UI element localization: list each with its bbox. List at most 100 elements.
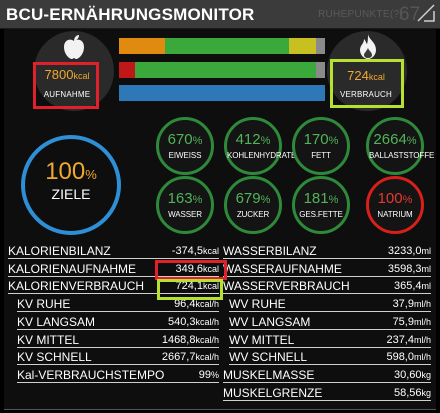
left_stats-label: KALORIENVERBRAUCH — [8, 279, 145, 293]
right_stats-label: MUSKELMASSE — [223, 368, 315, 382]
left_stats-label: KALORIENBILANZ — [8, 244, 111, 258]
nutrient-label: ZUCKER — [236, 210, 270, 219]
left_stats-value: 349,6kcal — [175, 263, 219, 275]
nutrient-label: WASSER — [168, 210, 202, 219]
nutrient-value: 100% — [377, 190, 413, 207]
right_stats-underline — [223, 400, 431, 401]
nutrient-ring-kohlenhydrate: 412% KOHLENHYDRATE — [224, 117, 297, 175]
left_stats-underline — [17, 311, 219, 312]
left_stats-label: KV RUHE — [17, 297, 71, 311]
right_stats-label: WV LANGSAM — [229, 315, 311, 329]
aufnahme-highlight — [33, 62, 99, 109]
nutrient-ring-ges-fette: 181% GES.FETTE — [292, 176, 350, 234]
ziele-value: 100% — [45, 158, 97, 185]
left_stats-label: KALORIENAUFNAHME — [8, 262, 137, 276]
nutrient-ring-eiweiss: 670% EIWEISS — [156, 117, 214, 175]
right_stats-value: 30,60kg — [393, 369, 431, 381]
left_stats-value: 1468,8kcal/h — [161, 334, 219, 346]
right_stats-label: WASSERBILANZ — [223, 244, 317, 258]
verbrauch-value: 724kcal — [347, 68, 385, 83]
kalorienaufnahme-highlight — [155, 260, 227, 280]
right_stats-underline — [223, 382, 431, 383]
bar-top-segment — [165, 38, 289, 54]
left_stats-underline — [8, 258, 219, 259]
bar-middle-segment — [119, 62, 135, 78]
left_stats-value: -374,5kcal — [171, 245, 219, 257]
left_stats-value: 2667,7kcal/h — [161, 351, 219, 363]
nutrient-value: 181% — [303, 190, 339, 207]
ghost-number: 67 — [399, 4, 421, 25]
nutrient-value: 670% — [167, 131, 203, 148]
bar-middle-segment — [135, 62, 316, 78]
left_stats-value: 724,1kcal — [175, 280, 219, 292]
nutrient-label: BALLASTSTOFFE — [369, 151, 435, 160]
left_stats-label: KV LANGSAM — [17, 315, 96, 329]
right_stats-value: 3233,0ml — [387, 245, 431, 257]
ziele-ring — [21, 135, 121, 235]
nutrient-value: 412% — [235, 131, 271, 148]
right_stats-label: MUSKELGRENZE — [223, 386, 323, 400]
left_stats-underline — [8, 293, 219, 294]
left_stats-value: 99% — [198, 369, 219, 381]
right_stats-value: 37,9ml/h — [392, 298, 431, 310]
nutrient-ring-zucker: 679% ZUCKER — [224, 176, 282, 234]
window-title: BCU-ERNÄHRUNGSMONITOR — [6, 5, 255, 24]
nutrient-value: 170% — [303, 131, 339, 148]
flame-icon — [360, 34, 376, 59]
bar-middle-segment — [316, 62, 325, 78]
bar-top-segment — [289, 38, 316, 54]
left_stats-underline — [17, 329, 219, 330]
right_stats-label: WV RUHE — [229, 297, 286, 311]
panel-divider — [4, 409, 436, 410]
nutrient-value: 163% — [167, 190, 203, 207]
left_stats-underline — [17, 382, 219, 383]
bar-top-segment — [316, 38, 325, 54]
nutrient-ring-ballaststoffe: 2664% BALLASTSTOFFE — [366, 117, 435, 175]
left_stats-underline — [8, 276, 219, 277]
right_stats-value: 3598,3ml — [387, 263, 431, 275]
right_stats-underline — [229, 347, 431, 348]
right_stats-label: WASSERAUFNAHME — [223, 262, 342, 276]
right_stats-label: WASSERVERBRAUCH — [223, 279, 350, 293]
right_stats-underline — [223, 276, 431, 277]
right_stats-value: 58,56kg — [393, 387, 431, 399]
right_stats-value: 598,0ml/h — [386, 351, 431, 363]
left_stats-label: KV SCHNELL — [17, 350, 92, 364]
nutrient-label: KOHLENHYDRATE — [227, 151, 297, 160]
title-bar: BCU-ERNÄHRUNGSMONITOR RUHEPUNKTE(?) 67 — [0, 0, 440, 29]
right_stats-label: WV SCHNELL — [229, 350, 308, 364]
nutrient-ring-wasser: 163% WASSER — [156, 176, 214, 234]
ziele-label: ZIELE — [51, 186, 91, 202]
left_stats-value: 96,4kcal/h — [174, 298, 219, 310]
left_stats-label: Kal-VERBRAUCHSTEMPO — [17, 368, 165, 382]
right_stats-label: WV MITTEL — [229, 333, 295, 347]
nutrient-label: FETT — [311, 151, 331, 160]
right_stats-underline — [223, 258, 431, 259]
nutrient-label: EIWEISS — [168, 151, 202, 160]
bar-top-segment — [119, 38, 165, 54]
right_stats-underline — [223, 293, 431, 294]
aufnahme-value: 7800kcal — [44, 67, 90, 82]
nutrient-ring-fett: 170% FETT — [292, 117, 350, 175]
right_stats-underline — [229, 364, 431, 365]
right_stats-underline — [229, 329, 431, 330]
nutrient-value: 2664% — [373, 131, 417, 148]
nutrient-value: 679% — [235, 190, 271, 207]
nutrient-label: NATRIUM — [377, 210, 413, 219]
right_stats-value: 237,4ml/h — [386, 334, 431, 346]
left_stats-underline — [17, 364, 219, 365]
apple-icon — [64, 35, 84, 59]
left_stats-value: 540,3kcal/h — [167, 316, 219, 328]
kalorienverbrauch-highlight — [157, 279, 223, 300]
aufnahme-label: AUFNAHME — [43, 90, 91, 99]
nutrient-label: GES.FETTE — [299, 210, 343, 219]
verbrauch-highlight — [330, 59, 404, 108]
bar-bottom — [119, 85, 325, 101]
verbrauch-label: VERBRAUCH — [339, 90, 393, 99]
right_stats-underline — [229, 311, 431, 312]
ghost-label: RUHEPUNKTE(?) — [318, 9, 404, 20]
left_stats-underline — [17, 347, 219, 348]
resize-corner-icon[interactable] — [416, 3, 436, 23]
right_stats-value: 365,4ml — [393, 280, 431, 292]
left_stats-label: KV MITTEL — [17, 333, 80, 347]
